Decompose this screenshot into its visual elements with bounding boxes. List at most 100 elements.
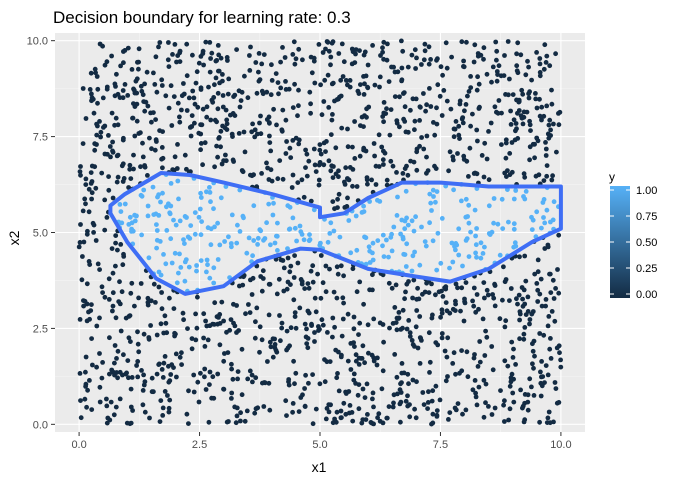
point-class-1 [403, 264, 409, 269]
point-class-0 [450, 361, 456, 366]
point-class-0 [316, 162, 322, 168]
point-class-0 [242, 149, 248, 155]
point-class-0 [115, 247, 120, 253]
point-class-0 [520, 405, 525, 411]
point-class-0 [412, 127, 417, 133]
point-class-0 [213, 75, 219, 81]
point-class-0 [523, 278, 529, 284]
point-class-0 [162, 389, 168, 394]
legend-tick-label: 0.50 [636, 237, 657, 249]
point-class-0 [381, 148, 386, 154]
point-class-0 [297, 305, 303, 311]
point-class-1 [163, 261, 169, 267]
y-tick-label: 10.0 [27, 36, 48, 48]
point-class-0 [508, 122, 514, 127]
point-class-0 [335, 371, 340, 376]
point-class-0 [217, 342, 223, 348]
point-class-0 [394, 374, 400, 380]
point-class-0 [250, 275, 256, 281]
point-class-0 [117, 396, 123, 402]
point-class-0 [109, 246, 115, 252]
point-class-0 [308, 198, 314, 204]
point-class-1 [198, 190, 204, 196]
point-class-0 [218, 55, 224, 61]
point-class-0 [113, 115, 119, 121]
point-class-0 [544, 420, 550, 425]
point-class-0 [280, 107, 286, 113]
point-class-0 [532, 353, 537, 359]
point-class-0 [93, 185, 99, 191]
point-class-0 [106, 174, 111, 180]
point-class-0 [89, 163, 95, 169]
point-class-0 [240, 169, 246, 175]
point-class-0 [95, 100, 100, 106]
point-class-1 [428, 200, 434, 206]
point-class-0 [364, 106, 369, 112]
point-class-0 [537, 291, 543, 297]
y-tick-label: 7.5 [33, 132, 48, 144]
point-class-0 [159, 77, 165, 83]
point-class-1 [391, 224, 397, 230]
point-class-0 [77, 317, 83, 322]
point-class-1 [328, 220, 334, 226]
point-class-0 [514, 51, 519, 57]
point-class-0 [350, 266, 356, 272]
point-class-0 [468, 74, 473, 79]
point-class-0 [156, 44, 161, 50]
point-class-1 [207, 275, 213, 281]
point-class-0 [215, 90, 221, 96]
point-class-0 [475, 364, 481, 369]
point-class-0 [303, 147, 308, 153]
point-class-0 [519, 115, 525, 121]
point-class-0 [97, 267, 102, 272]
point-class-0 [167, 397, 173, 403]
point-class-1 [506, 219, 511, 225]
point-class-0 [135, 359, 141, 364]
point-class-0 [100, 360, 105, 365]
point-class-0 [170, 52, 175, 57]
point-class-1 [211, 280, 217, 286]
point-class-0 [354, 289, 360, 295]
point-class-1 [422, 239, 428, 245]
point-class-0 [163, 320, 169, 326]
point-class-0 [353, 352, 359, 358]
point-class-0 [436, 289, 442, 295]
point-class-0 [153, 54, 159, 60]
point-class-0 [445, 374, 450, 379]
point-class-0 [284, 413, 289, 418]
point-class-0 [401, 116, 406, 122]
point-class-0 [211, 95, 217, 100]
point-class-1 [513, 188, 519, 193]
point-class-0 [290, 105, 296, 110]
point-class-0 [547, 271, 552, 277]
point-class-0 [196, 399, 202, 405]
point-class-0 [520, 121, 526, 127]
point-class-0 [527, 321, 532, 327]
point-class-0 [537, 56, 543, 61]
point-class-0 [195, 294, 200, 300]
legend-title: y [609, 170, 615, 184]
point-class-1 [409, 268, 415, 274]
point-class-0 [304, 173, 310, 179]
point-class-0 [446, 417, 451, 422]
point-class-0 [332, 324, 337, 330]
point-class-0 [497, 316, 503, 322]
point-class-0 [202, 366, 208, 372]
point-class-0 [473, 390, 478, 396]
point-class-0 [223, 152, 228, 158]
point-class-0 [290, 409, 295, 415]
point-class-0 [177, 114, 182, 120]
point-class-0 [413, 324, 419, 330]
point-class-0 [277, 158, 283, 164]
point-class-0 [275, 176, 281, 182]
point-class-1 [181, 237, 186, 243]
point-class-1 [134, 213, 139, 219]
point-class-0 [141, 372, 147, 378]
point-class-1 [264, 220, 269, 226]
point-class-0 [463, 280, 469, 285]
point-class-1 [353, 213, 359, 219]
point-class-0 [502, 358, 508, 364]
y-tick-label: 5.0 [33, 228, 48, 240]
point-class-0 [319, 112, 325, 118]
point-class-0 [463, 407, 469, 413]
